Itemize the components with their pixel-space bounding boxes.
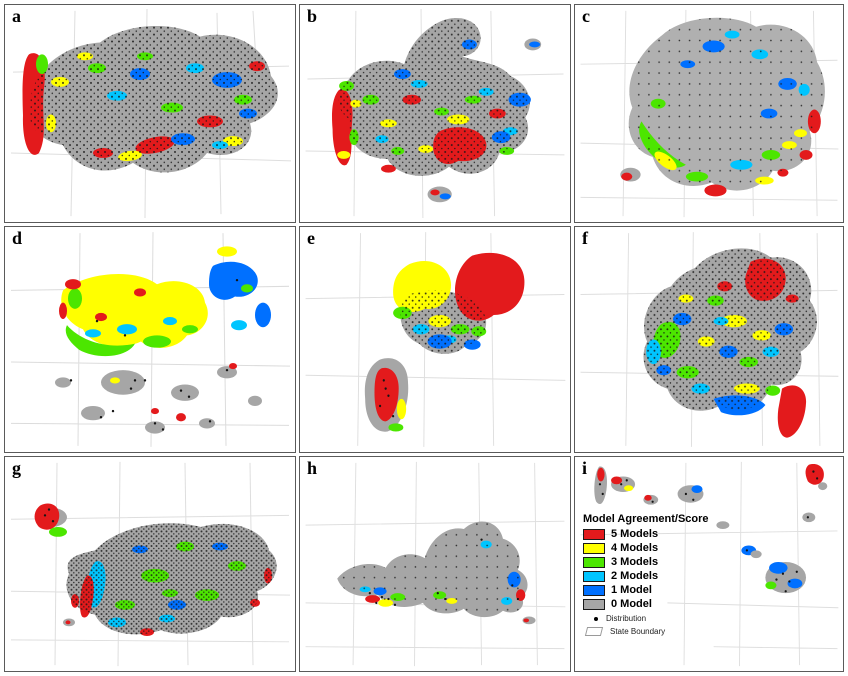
panel-h-label: h — [307, 458, 318, 478]
panel-i: i — [574, 456, 844, 672]
panel-e-label: e — [307, 228, 315, 248]
panel-g: g — [4, 456, 296, 672]
legend-label: 4 Models — [611, 542, 659, 554]
map-f — [580, 232, 839, 447]
legend-label: 5 Models — [611, 528, 659, 540]
distribution-dots — [69, 278, 239, 431]
legend-label: 1 Model — [611, 584, 652, 596]
score-patches — [55, 246, 271, 434]
distribution-dots-south — [378, 379, 395, 418]
panel-d-label: d — [12, 228, 23, 248]
distribution-dots — [66, 523, 277, 635]
legend-label: Distribution — [606, 614, 647, 623]
distribution-dot-clusters — [368, 538, 519, 607]
legend-item-0-model: 0 Model — [583, 598, 709, 610]
legend: Model Agreement/Score 5 Models 4 Models … — [583, 513, 709, 636]
map-c — [580, 9, 839, 218]
distribution-dots — [28, 26, 278, 173]
map-h — [305, 461, 566, 667]
distribution-dots — [337, 521, 528, 618]
map-a — [10, 8, 292, 219]
distribution-dots — [338, 18, 530, 176]
score-patches — [594, 464, 828, 594]
legend-swatch-5-models — [583, 528, 605, 540]
legend-swatch-3-models — [583, 556, 605, 568]
panel-c: c — [574, 4, 844, 223]
panel-c-label: c — [582, 6, 590, 26]
map-i — [580, 461, 839, 667]
panel-f-label: f — [582, 228, 588, 248]
map-g — [10, 461, 291, 667]
legend-label: State Boundary — [610, 627, 666, 636]
legend-item-state-boundary: State Boundary — [584, 627, 709, 636]
legend-swatch-1-model — [583, 584, 605, 596]
legend-item-distribution: Distribution — [586, 614, 709, 623]
panel-b-label: b — [307, 6, 318, 26]
legend-title: Model Agreement/Score — [583, 513, 709, 525]
legend-item-2-models: 2 Models — [583, 570, 709, 582]
state-boundary-icon — [584, 627, 604, 636]
panel-b: b — [299, 4, 571, 223]
legend-swatch-0-model — [583, 598, 605, 610]
panel-e: e — [299, 226, 571, 453]
panel-a: a — [4, 4, 296, 223]
distribution-dots — [628, 17, 825, 191]
panel-f: f — [574, 226, 844, 453]
legend-swatch-2-models — [583, 570, 605, 582]
legend-item-3-models: 3 Models — [583, 556, 709, 568]
legend-label: 0 Model — [611, 598, 652, 610]
legend-item-4-models: 4 Models — [583, 542, 709, 554]
legend-label: 2 Models — [611, 570, 659, 582]
map-d — [10, 232, 291, 447]
map-b — [305, 8, 565, 219]
distribution-dots — [598, 470, 819, 593]
state-boundaries — [580, 461, 839, 667]
panel-h: h — [299, 456, 571, 672]
distribution-dot-icon — [594, 616, 598, 621]
legend-item-5-models: 5 Models — [583, 528, 709, 540]
panel-a-label: a — [12, 6, 21, 26]
legend-label: 3 Models — [611, 556, 659, 568]
panel-d: d — [4, 226, 296, 453]
distribution-dots-west — [43, 508, 55, 523]
legend-swatch-4-models — [583, 542, 605, 554]
panel-i-label: i — [582, 458, 588, 478]
map-e — [305, 232, 566, 447]
panel-g-label: g — [12, 458, 21, 478]
legend-item-1-model: 1 Model — [583, 584, 709, 596]
